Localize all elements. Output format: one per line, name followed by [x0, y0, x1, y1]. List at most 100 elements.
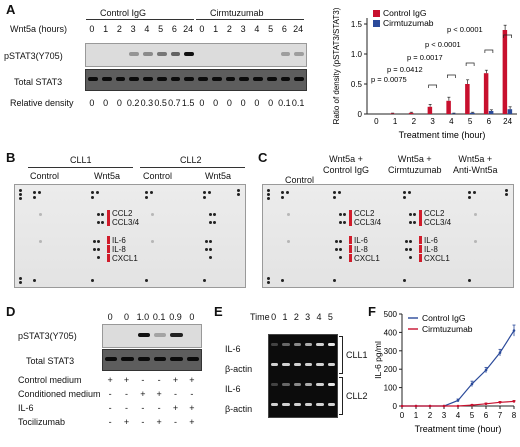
timepoint-label: 6 [281, 24, 287, 34]
actin-gel-band [327, 363, 335, 366]
density-value: 0 [226, 98, 232, 108]
highlight-il8 [419, 245, 422, 253]
reference-spot [473, 191, 476, 194]
x-tick-label: 24 [503, 117, 512, 126]
cytokine-label-ccl2: CCL2 [424, 209, 445, 218]
d-condition-sign: + [156, 389, 162, 399]
y-tick-label: 400 [384, 328, 398, 337]
x-tick-label: 4 [449, 117, 454, 126]
reference-spot [505, 193, 508, 196]
actin-gel-band [293, 403, 301, 406]
cytokine-spot-il8 [409, 248, 412, 251]
cytokine-spot-faint [474, 213, 477, 216]
bar-control-igg [408, 112, 414, 114]
sample-underline-cll2 [140, 167, 245, 168]
reference-spot [19, 197, 22, 200]
timepoint-label: 4 [144, 24, 150, 34]
y-tick-label: 1.0 [351, 50, 363, 59]
d-condition-sign: - [125, 389, 128, 399]
total-stat3-band [294, 77, 304, 81]
highlight-ccl34 [107, 218, 110, 226]
d-pstat3-blot [102, 324, 202, 348]
d-condition-label: IL-6 [18, 403, 34, 413]
reference-spot [19, 281, 22, 284]
il6-gel-band [271, 343, 279, 346]
d-condition-sign: - [108, 389, 112, 399]
d-density-value: 0.9 [169, 312, 182, 322]
d-total-stat3-band [105, 357, 118, 361]
reference-spot [267, 277, 270, 280]
cytokine-spot-il8 [209, 248, 212, 251]
cytokine-label-ccl34: CCL3/4 [424, 218, 452, 227]
cytokine-spot-ccl2 [209, 213, 212, 216]
d-condition-label: Control medium [18, 375, 82, 385]
row-label-total-stat3: Total STAT3 [14, 77, 63, 87]
timepoint-label: 5 [158, 24, 164, 34]
cytokine-spot-il8 [93, 248, 96, 251]
d-condition-sign: - [125, 403, 128, 413]
cytokine-spot-faint [151, 240, 154, 243]
timepoint-label: 24 [183, 24, 194, 34]
y-tick-label: 300 [384, 347, 398, 356]
actin-gel-band [305, 403, 313, 406]
e-bracket-cll1 [339, 336, 343, 374]
reference-spot [468, 191, 471, 194]
density-value: 0.3 [140, 98, 154, 108]
highlight-ccl2 [349, 210, 352, 218]
e-row-label-il6-2: IL-6 [225, 384, 241, 394]
condition-b-control-2: Control [143, 171, 173, 181]
bar-control-igg [465, 84, 470, 114]
panel-e-letter: E [214, 304, 223, 319]
d-condition-sign: - [108, 417, 112, 427]
panel-c-cytokine-array: CCL2 CCL3/4 IL-6 IL-8 CXCL1 CCL2 CCL3/4 IL-6 IL-… [262, 184, 514, 288]
highlight-ccl2 [107, 210, 110, 218]
condition-b-wnt5a-2: Wnt5a [205, 171, 232, 181]
d-condition-sign: + [156, 417, 162, 427]
panel-d-letter: D [6, 304, 16, 319]
cytokine-spot-il8 [339, 248, 342, 251]
cytokine-spot-faint [39, 240, 42, 243]
d-condition-sign: - [174, 417, 177, 427]
timepoint-label: 2 [116, 24, 122, 34]
y-tick-label: 200 [384, 365, 398, 374]
reference-spot [150, 191, 153, 194]
d-condition-sign: - [157, 403, 161, 413]
cytokine-spot-faint [287, 213, 290, 216]
cytokine-label-ccl34: CCL3/4 [112, 218, 140, 227]
significance-bracket [503, 34, 512, 38]
total-stat3-band [88, 77, 98, 81]
actin-gel-band [316, 403, 324, 406]
cytokine-spot-ccl34 [409, 221, 412, 224]
reference-spot [208, 191, 211, 194]
reference-spot [145, 279, 148, 282]
cytokine-label-il6: IL-6 [112, 236, 126, 245]
density-value: 0 [213, 98, 219, 108]
y-tick-label: 500 [384, 310, 398, 319]
cytokine-label-ccl2: CCL2 [112, 209, 133, 218]
total-stat3-band [239, 77, 249, 81]
density-value: 0.1 [278, 98, 291, 108]
relative-density-label: Relative density [10, 98, 74, 108]
actin-gel-band [327, 403, 335, 406]
d-row-label-pstat3: pSTAT3(Y705) [18, 331, 77, 341]
y-axis-label: IL-6 pg/ml [373, 341, 383, 379]
cytokine-spot-ccl2 [409, 213, 412, 216]
cytokine-spot-faint [151, 213, 154, 216]
cytokine-spot-cxcl1 [97, 256, 100, 259]
cytokine-spot-il6 [335, 240, 338, 243]
x-tick-label: 3 [442, 411, 447, 420]
reference-spot [468, 196, 471, 199]
panel-a-letter: A [6, 2, 16, 17]
timepoint-label: 0 [89, 24, 95, 34]
cytokine-spot-ccl2 [339, 213, 342, 216]
y-tick-label: 100 [384, 384, 398, 393]
density-value: 1.5 [181, 98, 195, 108]
sample-label-cll1: CLL1 [70, 155, 92, 165]
group-underline-cirm [196, 19, 304, 20]
cytokine-label-il6: IL-6 [424, 236, 438, 245]
timepoint-label: 24 [293, 24, 304, 34]
bar-control-igg [502, 30, 508, 114]
reference-spot [91, 196, 94, 199]
cytokine-spot-ccl34 [213, 221, 216, 224]
